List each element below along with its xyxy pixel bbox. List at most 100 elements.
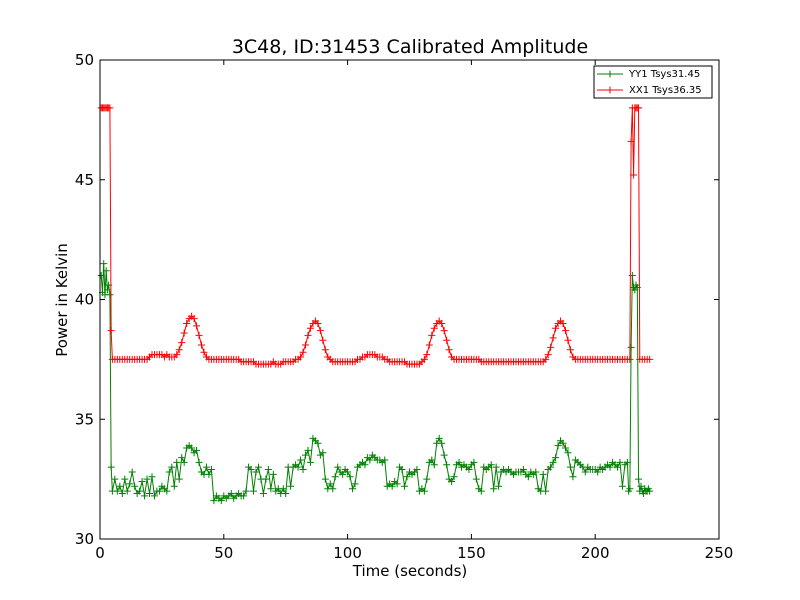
data-point-s0-183 [539,470,547,478]
data-point-s0-47 [202,463,210,471]
data-point-s0-163 [490,485,498,493]
data-point-s0-78 [279,485,287,493]
data-point-s1-219 [627,137,635,145]
data-point-s0-215 [618,482,626,490]
data-point-s0-38 [180,458,188,466]
chart-title: 3C48, ID:31453 Calibrated Amplitude [232,36,588,58]
data-point-s0-22 [141,492,149,500]
data-point-s1-221 [630,171,638,179]
y-axis-label: Power in Kelvin [53,243,71,357]
data-point-s0-84 [294,463,302,471]
data-point-s0-23 [143,475,151,483]
data-point-s0-175 [519,466,527,474]
data-point-s1-43 [193,322,201,330]
data-point-s0-124 [393,480,401,488]
series-0 [97,260,654,505]
legend-box [593,65,713,99]
data-point-s0-205 [594,468,602,476]
data-point-s0-57 [227,489,235,497]
x-tick-label-2: 100 [333,544,362,562]
data-point-s1-137 [425,341,433,349]
data-point-s0-86 [299,466,307,474]
data-point-s0-8 [107,463,115,471]
data-point-s0-12 [116,482,124,490]
x-tick-label-3: 150 [457,544,486,562]
data-point-s0-139 [430,461,438,469]
data-point-s0-126 [398,466,406,474]
data-point-s0-87 [302,451,310,459]
data-point-s0-28 [155,487,163,495]
data-point-s1-230 [646,355,654,363]
data-point-s1-135 [420,355,428,363]
legend-label-yy1: YY1 Tsys31.45 [628,69,700,80]
data-point-s0-228 [637,482,645,490]
data-point-s0-88 [304,446,312,454]
data-point-s0-49 [207,466,215,474]
y-tick-label-3: 45 [75,171,94,189]
plot-background [100,60,719,539]
data-point-s0-195 [569,473,577,481]
data-point-s0-119 [381,456,389,464]
legend: YY1 Tsys31.45 XX1 Tsys36.35 [593,65,713,99]
data-point-s1-38 [180,329,188,337]
data-point-s1-89 [306,324,314,332]
data-point-s0-155 [470,458,478,466]
data-point-s1-142 [438,319,446,327]
data-point-s1-136 [423,351,431,359]
data-point-s0-187 [549,458,557,466]
data-point-s0-85 [297,456,305,464]
data-point-s0-18 [131,482,139,490]
data-point-s0-94 [319,449,327,457]
data-point-s0-35 [173,458,181,466]
y-tick-label-1: 35 [75,410,94,428]
data-point-s0-217 [623,458,631,466]
data-point-s1-92 [314,319,322,327]
data-point-s0-189 [554,442,562,450]
data-point-s1-95 [321,346,329,354]
data-point-s1-191 [559,319,567,327]
data-point-s1-194 [566,346,574,354]
data-point-s0-192 [561,444,569,452]
data-point-s1-45 [198,341,206,349]
data-point-s0-50 [210,497,218,505]
data-point-s0-25 [148,473,156,481]
data-point-s0-135 [420,487,428,495]
legend-entry-xx1: XX1 Tsys36.35 [597,85,702,96]
plot-area: 0 50 100 150 200 250 30 35 40 45 50 [75,51,733,562]
data-point-s0-17 [128,468,136,476]
data-point-s0-16 [126,480,134,488]
data-point-s1-94 [319,336,327,344]
data-point-s0-92 [314,439,322,447]
data-point-s0-142 [438,439,446,447]
data-point-s0-147 [450,473,458,481]
data-point-s0-132 [413,466,421,474]
x-tick-label-0: 0 [95,544,105,562]
data-point-s0-141 [435,434,443,442]
data-point-s1-184 [542,355,550,363]
data-point-s0-153 [465,466,473,474]
data-point-s0-102 [339,470,347,478]
data-point-s0-10 [111,475,119,483]
data-point-s1-193 [564,336,572,344]
data-point-s1-144 [443,336,451,344]
data-point-s0-214 [616,458,624,466]
data-point-s0-98 [329,485,337,493]
data-point-s0-20 [136,487,144,495]
data-point-s0-53 [217,497,225,505]
data-point-s0-7 [106,291,114,299]
data-point-s0-15 [123,487,131,495]
data-point-s1-85 [297,353,305,361]
data-point-s0-107 [351,480,359,488]
data-point-s1-93 [316,327,324,335]
data-point-s1-187 [549,334,557,342]
data-point-s1-36 [175,346,183,354]
data-point-s0-44 [195,458,203,466]
data-point-s0-194 [566,463,574,471]
data-point-s0-63 [242,487,250,495]
ticks-layer: 0 50 100 150 200 250 30 35 40 45 50 [75,51,733,562]
data-point-s0-0 [97,272,105,280]
data-point-s1-46 [200,348,208,356]
data-point-s0-193 [564,449,572,457]
data-point-s0-89 [306,458,314,466]
data-point-s0-213 [613,463,621,471]
